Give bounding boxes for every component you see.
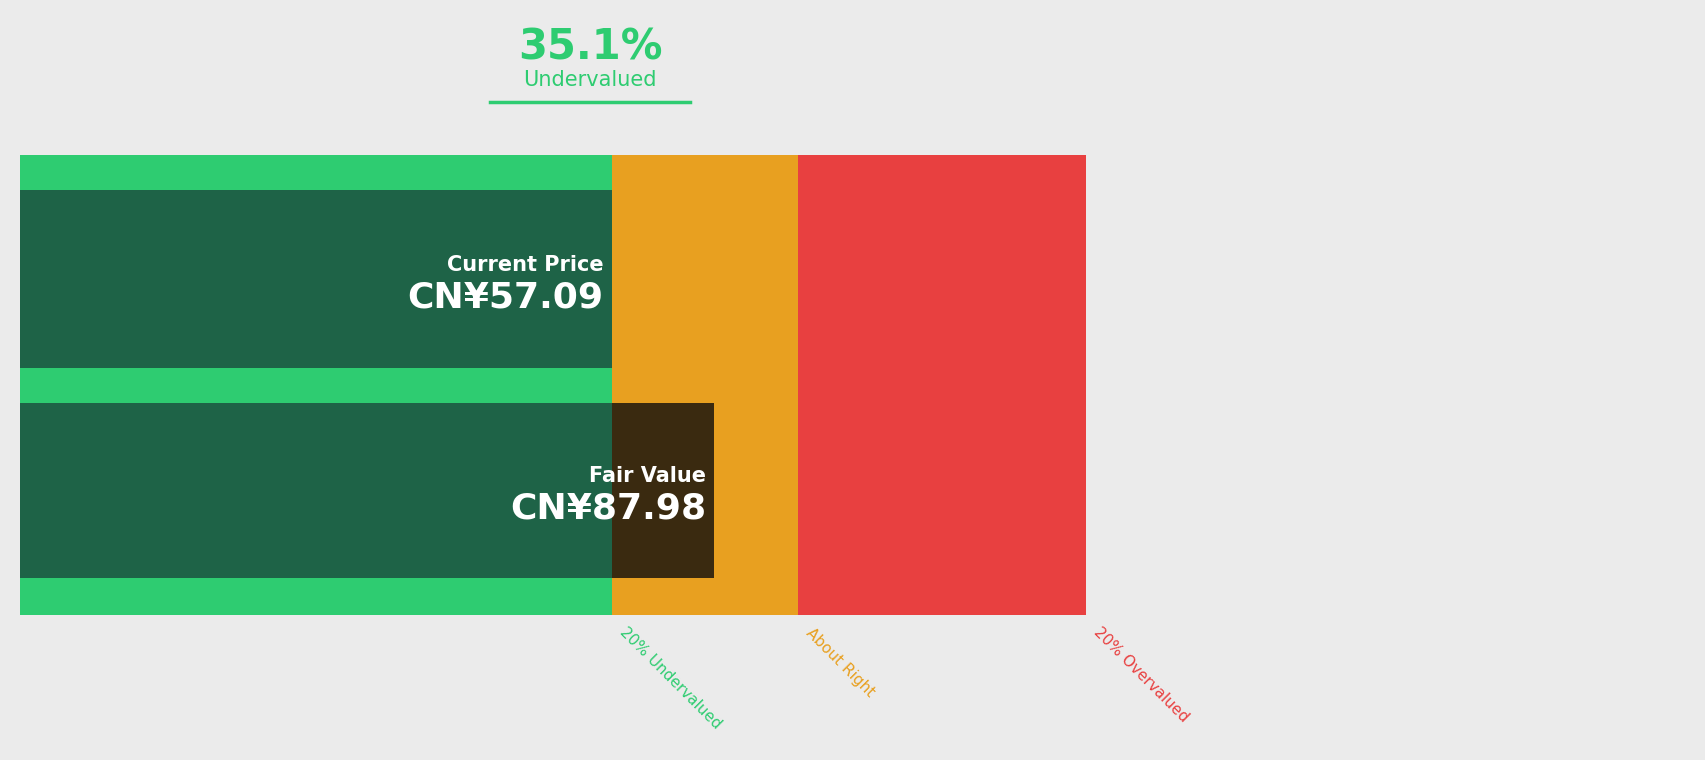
Bar: [612, 368, 798, 403]
Bar: [20, 155, 612, 190]
Bar: [612, 403, 714, 578]
Text: CN¥57.09: CN¥57.09: [407, 280, 604, 314]
Bar: [798, 368, 1086, 403]
Bar: [20, 403, 612, 578]
Text: Fair Value: Fair Value: [588, 467, 706, 486]
Bar: [612, 403, 798, 578]
Text: About Right: About Right: [803, 625, 876, 699]
Text: Current Price: Current Price: [447, 255, 604, 275]
Bar: [798, 578, 1086, 615]
Bar: [20, 368, 612, 403]
Text: 20% Overvalued: 20% Overvalued: [1091, 625, 1190, 726]
Bar: [20, 403, 612, 578]
Text: CN¥87.98: CN¥87.98: [510, 492, 706, 525]
Bar: [612, 155, 798, 190]
Text: Undervalued: Undervalued: [523, 70, 656, 90]
Bar: [798, 155, 1086, 190]
Bar: [20, 190, 612, 368]
Text: 20% Undervalued: 20% Undervalued: [616, 625, 723, 733]
Bar: [798, 403, 1086, 578]
Bar: [612, 190, 798, 368]
Bar: [798, 190, 1086, 368]
Bar: [20, 190, 612, 368]
Text: 35.1%: 35.1%: [517, 27, 662, 69]
Bar: [20, 578, 612, 615]
Bar: [612, 578, 798, 615]
